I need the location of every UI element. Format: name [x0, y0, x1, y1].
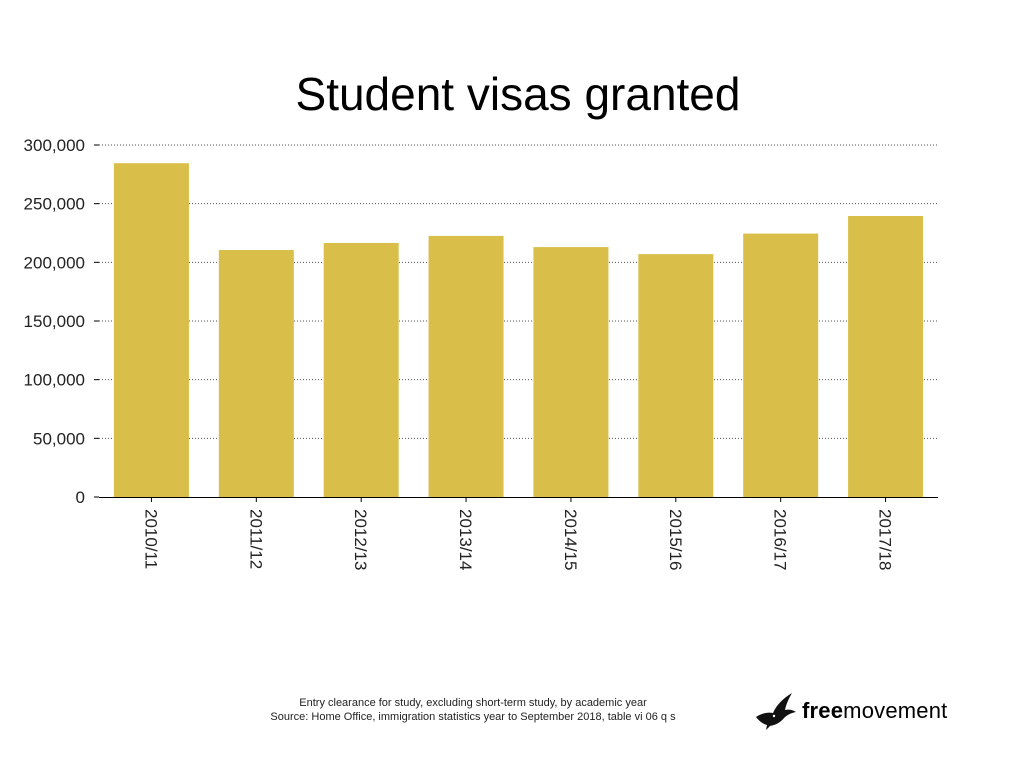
bar	[323, 242, 399, 497]
y-tick-label: 250,000	[24, 195, 85, 214]
x-tick-labels: 2010/11 2011/12 2012/13 2013/14 2014/15 2015/…	[141, 509, 894, 570]
chart-title: Student visas granted	[295, 68, 741, 120]
x-tick-label: 2010/11	[141, 509, 160, 569]
y-tick-label: 50,000	[33, 429, 85, 448]
y-tick-label: 150,000	[24, 312, 85, 331]
logo-text: freemovement	[802, 698, 948, 723]
x-tick-label: 2013/14	[456, 509, 475, 570]
footnote: Entry clearance for study, excluding sho…	[200, 696, 746, 724]
bar	[428, 235, 504, 497]
bar	[848, 215, 924, 497]
free-movement-logo: freemovement	[754, 690, 947, 732]
footnote-line-1: Entry clearance for study, excluding sho…	[299, 697, 647, 709]
bar	[743, 233, 819, 497]
x-tick-label: 2014/15	[561, 509, 580, 570]
axes	[94, 144, 938, 502]
x-tick-label: 2012/13	[351, 509, 370, 570]
x-tick-label: 2011/12	[246, 509, 265, 569]
footnote-line-2: Source: Home Office, immigration statist…	[270, 711, 676, 723]
y-tick-label: 300,000	[24, 136, 85, 155]
bird-icon	[756, 693, 796, 730]
x-tick-label: 2015/16	[666, 509, 685, 570]
bar	[113, 163, 189, 498]
y-tick-labels: 0 50,000 100,000 150,000 200,000 250,000 300,0…	[24, 136, 85, 507]
x-tick-label: 2016/17	[771, 509, 790, 570]
y-tick-label: 0	[76, 488, 85, 507]
bar	[638, 254, 714, 497]
bar	[218, 250, 294, 497]
y-tick-label: 200,000	[24, 253, 85, 272]
bars	[113, 163, 924, 498]
y-tick-label: 100,000	[24, 371, 85, 390]
x-tick-label: 2017/18	[876, 509, 895, 570]
bar	[533, 247, 609, 497]
